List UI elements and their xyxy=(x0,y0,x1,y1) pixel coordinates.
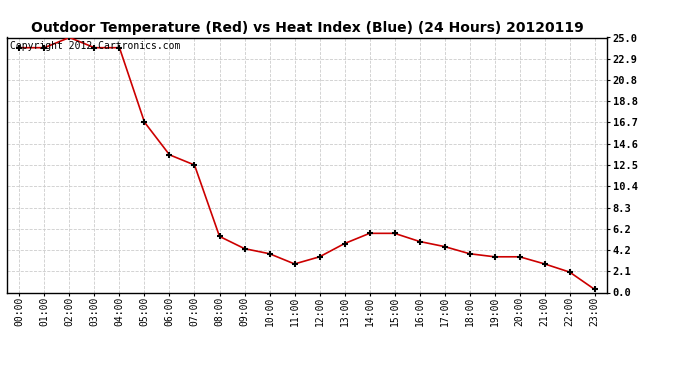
Title: Outdoor Temperature (Red) vs Heat Index (Blue) (24 Hours) 20120119: Outdoor Temperature (Red) vs Heat Index … xyxy=(30,21,584,35)
Text: Copyright 2012 Cartronics.com: Copyright 2012 Cartronics.com xyxy=(10,41,180,51)
